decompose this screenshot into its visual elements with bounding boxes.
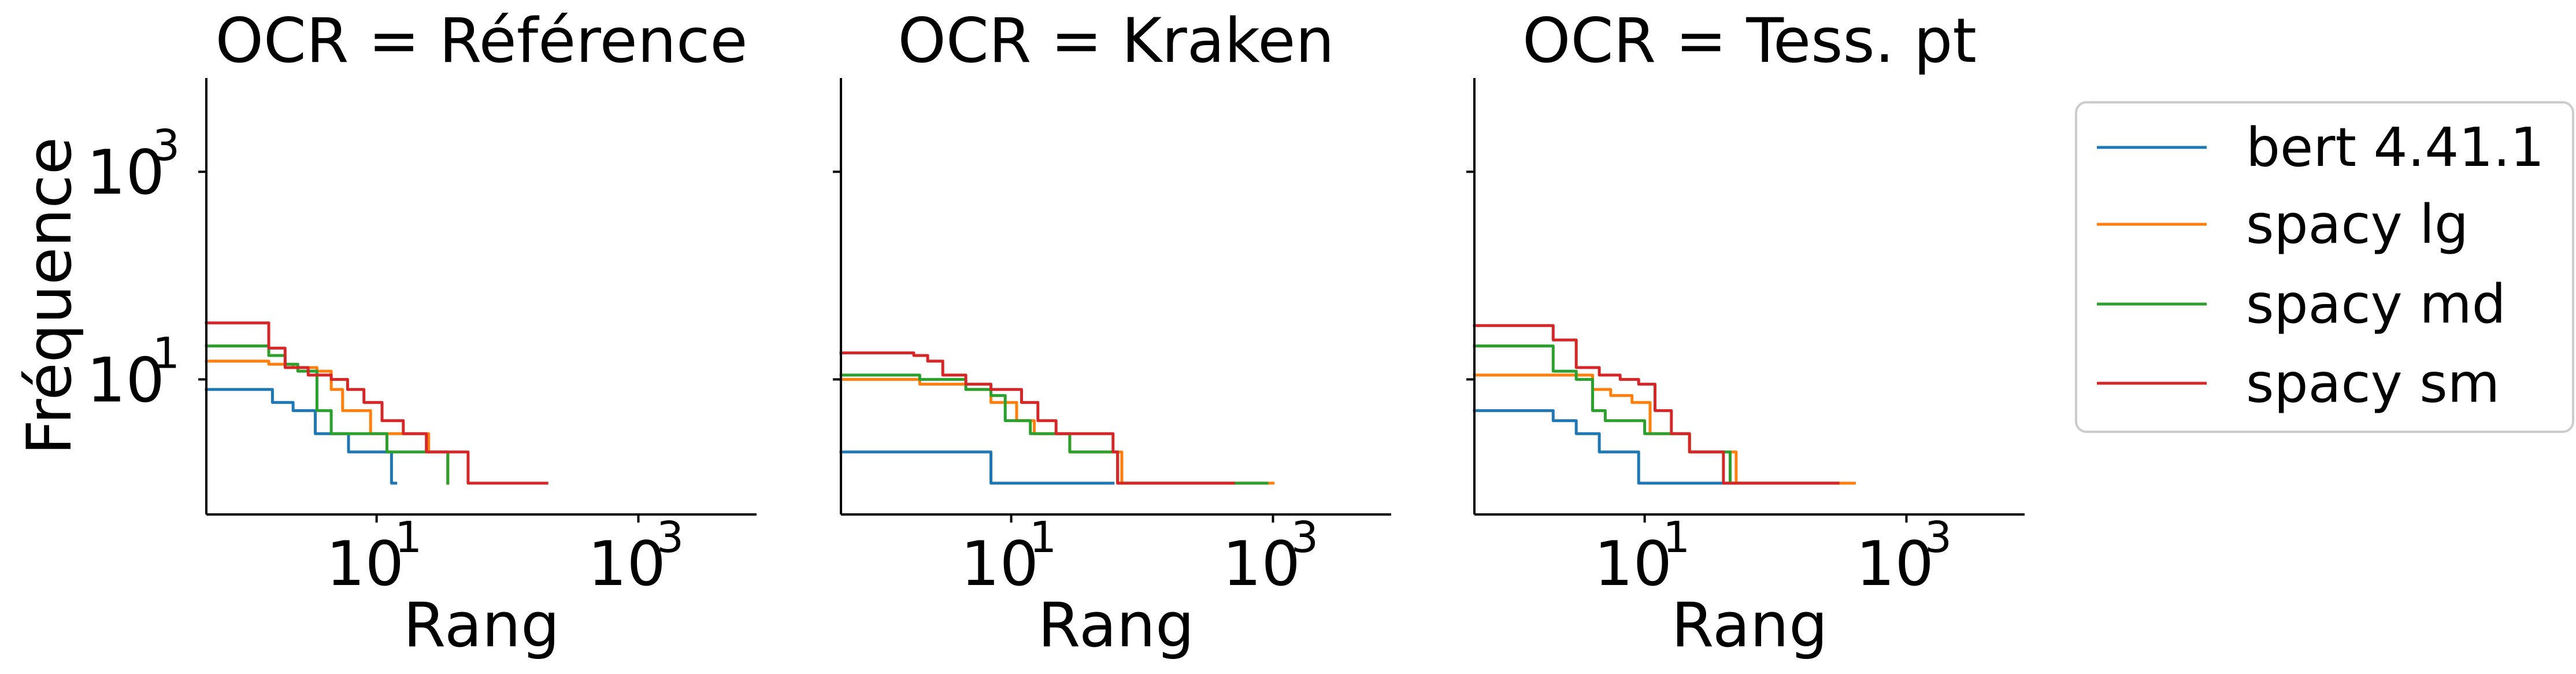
legend-entry: spacy md <box>2097 273 2506 335</box>
series-line-1 <box>205 360 450 485</box>
legend-label-spacy-lg: spacy lg <box>2246 193 2468 255</box>
legend-label-bert: bert 4.41.1 <box>2246 116 2544 179</box>
x-axis-label: Rang <box>1038 590 1195 661</box>
panel-title: OCR = Tess. pt <box>1522 5 1977 76</box>
x-axis-label: Rang <box>403 590 560 661</box>
y-tick-exponent: 3 <box>153 121 180 171</box>
x-tick-label: 10 <box>326 528 404 599</box>
x-tick-exponent: 3 <box>1291 513 1318 562</box>
x-tick-label: 10 <box>1594 528 1672 599</box>
series-line-3 <box>839 351 1235 485</box>
x-tick-exponent: 3 <box>1925 513 1952 562</box>
legend: bert 4.41.1 spacy lg spacy md spacy sm <box>2075 101 2574 433</box>
x-tick-exponent: 1 <box>1663 513 1690 562</box>
x-tick-exponent: 1 <box>395 513 422 562</box>
series-line-0 <box>205 388 398 485</box>
x-tick-label: 10 <box>588 528 666 599</box>
panel-title: OCR = Référence <box>215 5 747 76</box>
series-line-3 <box>205 321 548 485</box>
x-tick-label: 10 <box>1222 528 1300 599</box>
legend-label-spacy-sm: spacy sm <box>2246 352 2500 414</box>
y-tick-label: 10 <box>87 137 165 208</box>
x-tick-exponent: 1 <box>1029 513 1057 562</box>
x-tick-label: 10 <box>961 528 1039 599</box>
legend-label-spacy-md: spacy md <box>2246 273 2506 335</box>
series-line-2 <box>205 345 450 485</box>
y-axis-label: Fréquence <box>14 137 85 455</box>
legend-entry: spacy sm <box>2097 352 2500 414</box>
y-tick-label: 10 <box>87 345 165 416</box>
series-line-0 <box>1473 409 1738 485</box>
x-tick-label: 10 <box>1856 528 1934 599</box>
series-line-3 <box>1473 324 1840 485</box>
series-line-0 <box>839 450 1115 485</box>
legend-frame <box>2075 101 2574 433</box>
x-axis-label: Rang <box>1671 590 1828 661</box>
legend-entry: bert 4.41.1 <box>2097 116 2544 179</box>
y-tick-exponent: 1 <box>153 328 180 378</box>
x-tick-exponent: 3 <box>657 513 684 562</box>
legend-entry: spacy lg <box>2097 193 2468 255</box>
series-line-2 <box>839 373 1269 485</box>
panel-title: OCR = Kraken <box>898 5 1334 76</box>
